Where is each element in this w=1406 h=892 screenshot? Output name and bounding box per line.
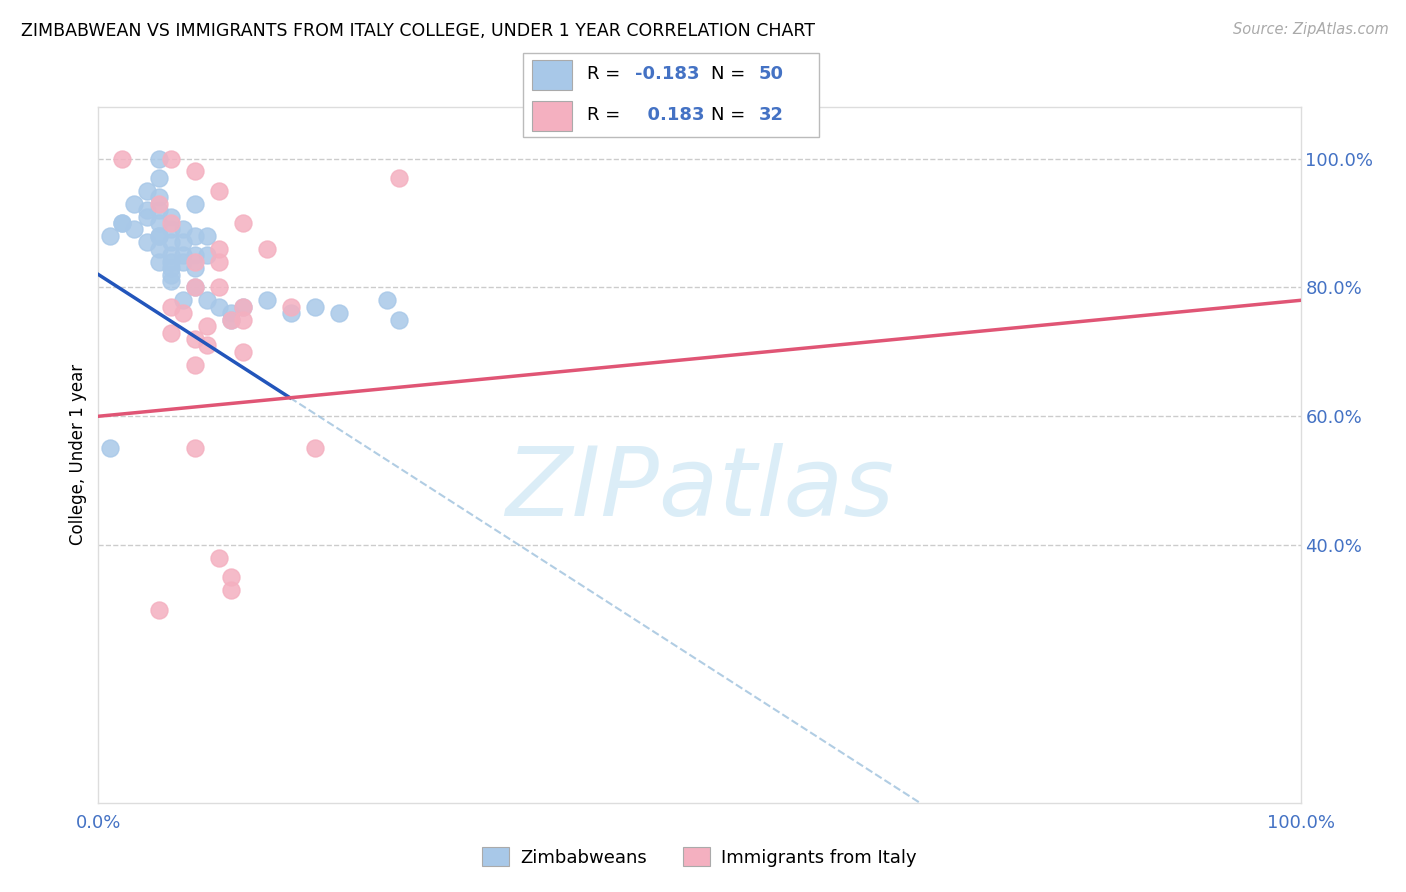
Text: 50: 50 <box>759 65 785 83</box>
Point <box>183 196 205 211</box>
Point <box>172 306 194 320</box>
Point <box>148 170 170 185</box>
Point <box>172 248 194 262</box>
Point <box>208 242 231 256</box>
Point <box>183 248 205 262</box>
Point <box>148 152 170 166</box>
Point <box>232 312 254 326</box>
Point <box>159 216 181 230</box>
Point <box>183 442 205 456</box>
Point <box>208 300 231 314</box>
FancyBboxPatch shape <box>523 53 820 136</box>
Point <box>256 293 278 308</box>
Text: -0.183: -0.183 <box>636 65 700 83</box>
Point <box>172 222 194 236</box>
Text: 32: 32 <box>759 106 785 124</box>
Point <box>208 184 231 198</box>
Point <box>232 300 254 314</box>
Point <box>219 306 242 320</box>
Point <box>183 280 205 294</box>
Point <box>135 203 157 218</box>
Point <box>219 570 242 584</box>
Point <box>124 196 146 211</box>
Point <box>159 222 181 236</box>
Point <box>328 306 350 320</box>
Point <box>159 152 181 166</box>
Point <box>111 216 134 230</box>
Point <box>148 196 170 211</box>
Point <box>148 216 170 230</box>
Point <box>256 242 278 256</box>
Point <box>159 261 181 276</box>
Point <box>159 300 181 314</box>
Point <box>280 300 302 314</box>
Point <box>183 164 205 178</box>
Point <box>100 442 122 456</box>
FancyBboxPatch shape <box>533 101 572 131</box>
Text: N =: N = <box>710 65 751 83</box>
Point <box>304 442 326 456</box>
Point <box>111 152 134 166</box>
Point <box>208 551 231 566</box>
Point <box>135 235 157 250</box>
Point <box>148 190 170 204</box>
Point <box>280 306 302 320</box>
Text: Source: ZipAtlas.com: Source: ZipAtlas.com <box>1233 22 1389 37</box>
Point <box>375 293 398 308</box>
Point <box>183 254 205 268</box>
Y-axis label: College, Under 1 year: College, Under 1 year <box>69 364 87 546</box>
Text: R =: R = <box>586 65 626 83</box>
Point <box>159 254 181 268</box>
Point <box>219 312 242 326</box>
Point <box>195 228 218 243</box>
Point <box>183 332 205 346</box>
Point <box>159 248 181 262</box>
Text: ZIMBABWEAN VS IMMIGRANTS FROM ITALY COLLEGE, UNDER 1 YEAR CORRELATION CHART: ZIMBABWEAN VS IMMIGRANTS FROM ITALY COLL… <box>21 22 815 40</box>
Point <box>183 358 205 372</box>
Point <box>219 312 242 326</box>
Point <box>159 274 181 288</box>
Point <box>148 602 170 616</box>
Point <box>159 210 181 224</box>
Point <box>195 338 218 352</box>
Point <box>304 300 326 314</box>
Point <box>195 319 218 334</box>
Point <box>159 235 181 250</box>
Text: R =: R = <box>586 106 626 124</box>
Point <box>124 222 146 236</box>
Point <box>183 261 205 276</box>
Point <box>148 242 170 256</box>
Point <box>159 326 181 340</box>
Text: 0.183: 0.183 <box>636 106 704 124</box>
Point <box>159 268 181 282</box>
Point <box>148 228 170 243</box>
Point <box>195 248 218 262</box>
Point <box>183 280 205 294</box>
Point <box>100 228 122 243</box>
Point <box>232 344 254 359</box>
Point <box>172 235 194 250</box>
Point <box>232 300 254 314</box>
Point <box>232 216 254 230</box>
Point <box>388 312 411 326</box>
Point <box>172 293 194 308</box>
Point <box>208 280 231 294</box>
Point <box>148 203 170 218</box>
Point <box>148 228 170 243</box>
Legend: Zimbabweans, Immigrants from Italy: Zimbabweans, Immigrants from Italy <box>475 839 924 874</box>
Point <box>208 254 231 268</box>
Point <box>183 228 205 243</box>
Point <box>219 583 242 598</box>
FancyBboxPatch shape <box>533 60 572 90</box>
Point <box>195 293 218 308</box>
Point <box>172 254 194 268</box>
Point <box>148 254 170 268</box>
Point <box>388 170 411 185</box>
Text: ZIPatlas: ZIPatlas <box>505 443 894 536</box>
Point <box>135 210 157 224</box>
Point <box>111 216 134 230</box>
Point <box>135 184 157 198</box>
Text: N =: N = <box>710 106 751 124</box>
